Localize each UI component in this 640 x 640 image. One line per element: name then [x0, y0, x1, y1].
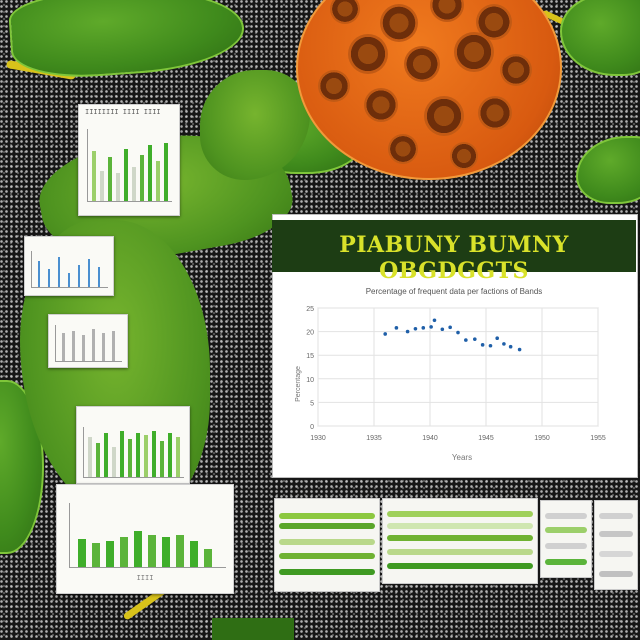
- data-point: [413, 326, 418, 331]
- bottom-strip-card: [594, 500, 638, 590]
- bottom-strip-card: [274, 498, 380, 592]
- data-point: [464, 338, 468, 342]
- y-tick-label: 20: [306, 330, 314, 337]
- mini-bar-area: [55, 325, 122, 362]
- main-panel-title: PIABUNY BUMNY OBGDGGTS: [339, 232, 569, 284]
- data-point: [432, 318, 437, 323]
- x-tick-label: 1935: [366, 435, 382, 442]
- y-axis-label: Percentage: [295, 366, 302, 402]
- plot-frame: [317, 307, 599, 427]
- data-point: [448, 325, 452, 330]
- leaf-top-left: [7, 0, 247, 83]
- y-tick-label: 5: [310, 400, 314, 407]
- data-point: [421, 326, 426, 330]
- data-point: [508, 344, 513, 349]
- main-panel-header: PIABUNY BUMNY OBGDGGTS: [272, 220, 636, 284]
- mini-line-area: [31, 251, 108, 288]
- flower-spot: [500, 54, 532, 86]
- flower-spot: [430, 0, 464, 22]
- data-point: [440, 327, 445, 332]
- flower-spot: [478, 96, 512, 130]
- green-block: [212, 618, 294, 640]
- card-caption: IIIIIIII IIII IIII: [85, 109, 161, 117]
- bottom-strip-card: [382, 498, 538, 584]
- data-point: [502, 342, 506, 346]
- flower-spot: [450, 142, 478, 170]
- x-tick-label: 1950: [534, 435, 550, 442]
- mini-chart-card: [76, 406, 190, 484]
- flower-spot: [364, 88, 398, 122]
- data-point: [488, 343, 493, 348]
- x-tick-label: 1955: [590, 435, 606, 442]
- y-tick-label: 0: [310, 424, 314, 431]
- leaf-right: [576, 136, 640, 204]
- leaf-top-right: [560, 0, 640, 76]
- x-axis-label: Years: [452, 453, 472, 462]
- card-caption: IIII: [136, 575, 154, 583]
- mini-chart-card: IIIIIIII IIII IIII: [78, 104, 180, 216]
- y-tick-label: 15: [306, 353, 314, 360]
- data-point: [495, 336, 499, 341]
- data-point: [429, 325, 433, 329]
- scatter-chart: Percentage of frequent data per factions…: [295, 287, 606, 462]
- data-point: [383, 332, 387, 336]
- flower-spot: [388, 134, 418, 164]
- flower-spot: [348, 34, 388, 74]
- mini-chart-card: IIII: [56, 484, 234, 594]
- flower-spot: [424, 96, 464, 136]
- data-point: [473, 337, 477, 341]
- flower-spot: [318, 70, 350, 102]
- bottom-strip-card: [540, 500, 592, 578]
- data-point: [394, 326, 399, 330]
- x-tick-label: 1940: [422, 435, 438, 442]
- mini-bar-area: [87, 129, 172, 202]
- x-tick-label: 1930: [310, 435, 326, 442]
- y-tick-label: 25: [306, 306, 314, 313]
- mini-bar-area: [83, 427, 184, 478]
- mini-chart-card: [48, 314, 128, 368]
- mini-bar-area: [69, 503, 226, 568]
- flower-spot: [330, 0, 360, 24]
- flower-spot: [380, 4, 418, 42]
- mini-chart-card: [24, 236, 114, 296]
- data-point: [517, 347, 522, 352]
- x-tick-label: 1945: [478, 435, 494, 442]
- data-point: [480, 343, 485, 347]
- chart-subtitle: Percentage of frequent data per factions…: [366, 287, 543, 296]
- data-point: [405, 329, 410, 334]
- y-tick-label: 10: [306, 377, 314, 384]
- flower-spot: [454, 32, 494, 72]
- flower-spot: [404, 46, 440, 82]
- data-point: [456, 330, 460, 335]
